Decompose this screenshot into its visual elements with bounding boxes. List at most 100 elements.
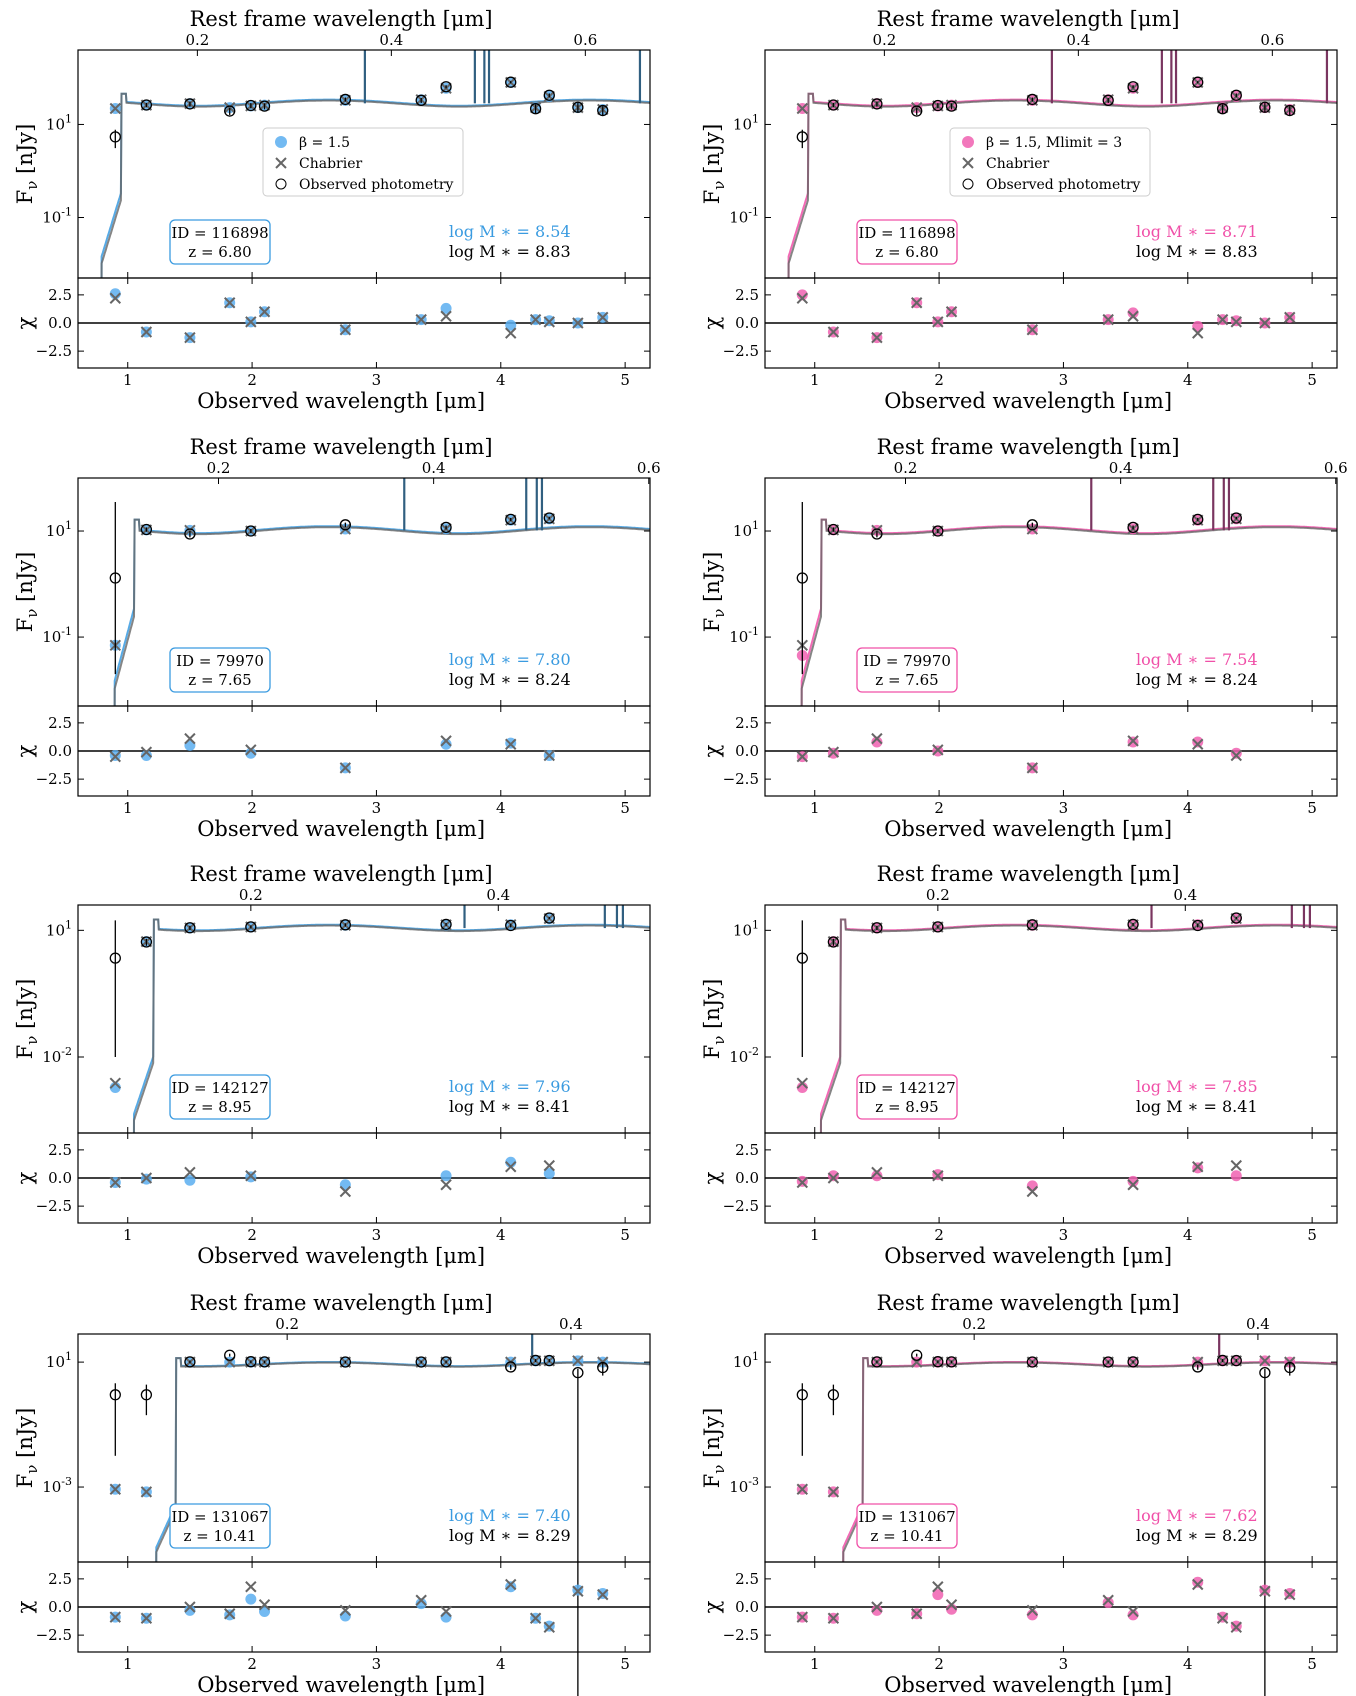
obs-photometry-point	[529, 1354, 542, 1367]
flux-axis-label: Fν [nJy]	[13, 124, 41, 205]
chabrier-chi-point	[1230, 749, 1242, 762]
obs-photometry-point	[543, 1354, 555, 1367]
chabrier-chi-point	[1026, 762, 1039, 774]
spectra	[155, 1334, 650, 1562]
flux-axis-label: Fν [nJy]	[13, 1408, 41, 1489]
chabrier-chi-point	[1216, 313, 1229, 326]
model-chi-point	[1230, 1170, 1242, 1182]
chabrier-chi-point	[543, 1159, 555, 1172]
res-tick-label: 0.0	[48, 1598, 72, 1616]
chabrier-chi-point	[1259, 1585, 1271, 1597]
model-mass-label: log M ∗ = 8.71	[1136, 222, 1258, 241]
obs-photometry-point	[796, 131, 808, 143]
res-tick-label: 2.5	[735, 714, 759, 732]
model-chi-point	[440, 1611, 452, 1623]
model-chi-point	[505, 1581, 517, 1593]
obs-photometry-point	[529, 103, 542, 115]
obs-tick-label: 2	[247, 371, 257, 389]
chabrier-mass-label: log M ∗ = 8.83	[449, 242, 571, 261]
obs-photometry-point	[1127, 81, 1139, 93]
chabrier-chi-point	[1192, 327, 1204, 339]
obs-photometry-point	[245, 921, 257, 933]
chabrier-photometry-point	[871, 524, 883, 537]
legend-obs-label: Observed photometry	[299, 177, 454, 193]
obs-photometry-point	[945, 1356, 958, 1368]
chabrier-chi-point	[109, 1176, 122, 1189]
chabrier-chi-point	[945, 1599, 958, 1611]
obs-photometry-point	[440, 1356, 452, 1368]
y-tick-label: 101	[733, 112, 759, 133]
model-mass-label: log M ∗ = 7.96	[449, 1077, 571, 1096]
chabrier-photometry-point	[910, 101, 923, 114]
rest-tick-label: 0.2	[872, 31, 896, 49]
legend-chabrier-marker	[275, 157, 287, 169]
obs-photometry-point	[109, 952, 121, 964]
obs-photometry-point	[1230, 89, 1242, 101]
id-box	[856, 1074, 958, 1120]
chabrier-chi-point	[258, 1599, 271, 1611]
panel-131067-right: 1 2 3 4 5 0.2 0.4 101 10-3 2.5 0.0 −2.5 Rest frame w…	[700, 1291, 1338, 1696]
res-tick-label: 0.0	[735, 1598, 759, 1616]
obs-tick-label: 3	[372, 1655, 382, 1673]
obs-photometry-point	[184, 922, 196, 934]
panel-131067-left: 1 2 3 4 5 0.2 0.4 101 10-3 2.5 0.0 −2.5 Rest frame w…	[13, 1291, 651, 1696]
rest-frame-axis-label: Rest frame wavelength [μm]	[190, 435, 493, 459]
model-spectrum	[842, 1357, 1337, 1562]
obs-tick-label: 3	[1059, 1655, 1069, 1673]
obs-photometry-point	[1127, 918, 1139, 931]
obs-photometry-point	[1026, 1356, 1038, 1368]
chabrier-photometry-point	[109, 1077, 122, 1089]
res-tick-label: 2.5	[735, 286, 759, 304]
obs-photometry-point	[796, 572, 808, 584]
spectra	[842, 1334, 1337, 1562]
id-box	[169, 647, 271, 693]
chabrier-chi-point	[543, 316, 555, 328]
redshift: z = 10.41	[184, 1527, 257, 1545]
chi-axis-label: χ	[13, 744, 37, 757]
chabrier-chi-point	[932, 1581, 944, 1593]
chabrier-chi-point	[184, 1166, 196, 1179]
obs-tick-label: 4	[496, 799, 506, 817]
res-tick-label: 2.5	[48, 1570, 72, 1588]
chabrier-chi-point	[1192, 738, 1204, 750]
flux-axis-label: Fν [nJy]	[13, 552, 41, 633]
observed-axis-label: Observed wavelength [μm]	[884, 389, 1172, 413]
chabrier-chi-point	[1026, 1185, 1039, 1198]
obs-tick-label: 1	[123, 371, 133, 389]
obs-tick-label: 2	[247, 1226, 257, 1244]
obs-tick-label: 3	[1059, 1226, 1069, 1244]
obs-tick-label: 1	[123, 799, 133, 817]
obs-photometry-point	[339, 919, 351, 931]
rest-tick-label: 0.4	[486, 886, 510, 904]
model-mass-label: log M ∗ = 8.54	[449, 222, 571, 241]
obs-tick-label: 5	[1307, 1226, 1317, 1244]
chabrier-chi-point	[415, 1594, 427, 1606]
chabrier-chi-point	[543, 749, 555, 762]
chabrier-chi-point	[1127, 310, 1139, 322]
obs-tick-label: 1	[123, 1655, 133, 1673]
legend-model-label: β = 1.5	[299, 135, 350, 151]
chabrier-chi-point	[1230, 1621, 1242, 1633]
id-box	[169, 1074, 271, 1120]
redshift: z = 8.95	[188, 1098, 251, 1116]
chabrier-chi-point	[871, 1601, 883, 1613]
chabrier-chi-point	[245, 316, 257, 328]
chabrier-photometry-point	[109, 102, 122, 115]
rest-tick-label: 0.6	[1260, 31, 1284, 49]
legend-box	[262, 127, 464, 197]
y-tick-label: 10-2	[42, 1045, 72, 1066]
panel-116898-left: 1 2 3 4 5 0.2 0.4 0.6 101 10-1 2.5 0.0 −2.5 Rest fram…	[13, 7, 651, 413]
model-chi-point	[827, 1170, 839, 1182]
chabrier-chi-point	[1259, 317, 1271, 329]
chi-axis-label: χ	[700, 1600, 724, 1613]
res-tick-label: −2.5	[723, 1626, 759, 1644]
obs-tick-label: 4	[1183, 1226, 1193, 1244]
model-chi-point	[932, 1589, 944, 1601]
obs-photometry-point	[1192, 1361, 1204, 1373]
obs-photometry-point	[1284, 1361, 1296, 1374]
chabrier-chi-point	[140, 326, 153, 338]
obs-photometry-point	[543, 89, 555, 101]
obs-photometry-point	[245, 525, 257, 537]
chabrier-chi-point	[932, 1170, 944, 1182]
